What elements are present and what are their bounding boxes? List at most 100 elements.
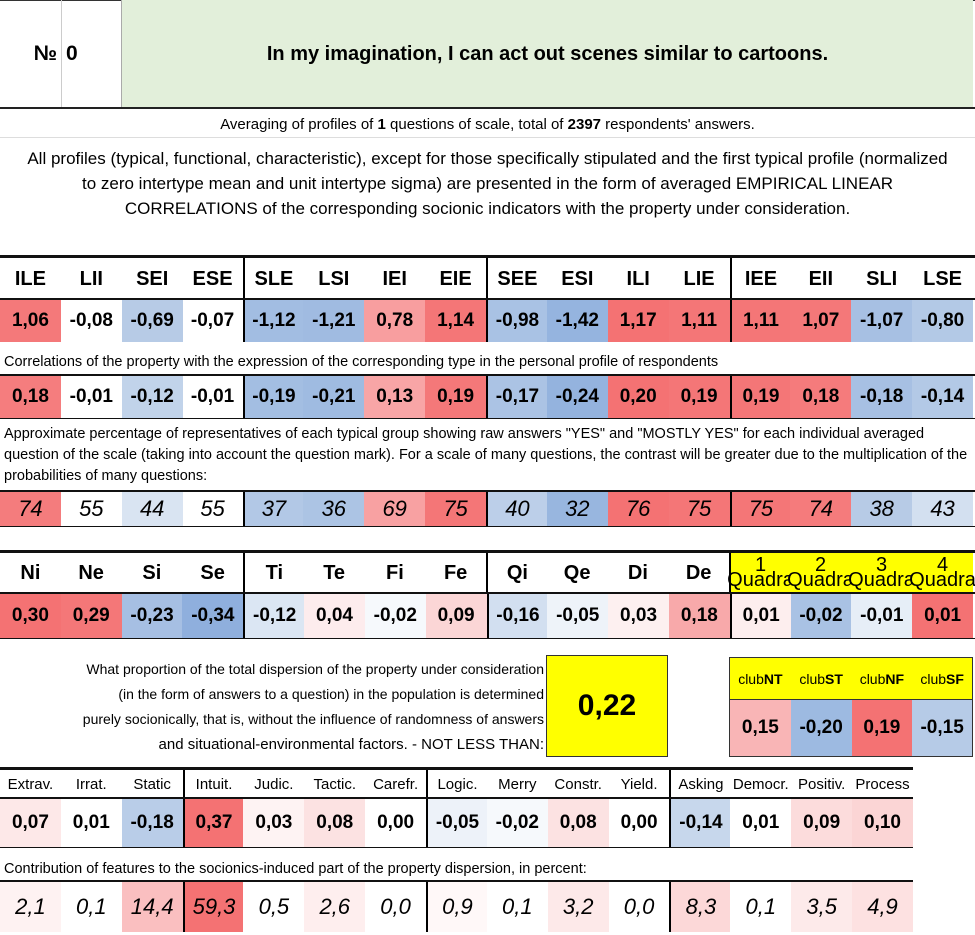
feature-value-11: -0,14	[669, 799, 731, 847]
quadra-number-2: 3	[875, 554, 888, 576]
quadra-label-0: Quadra	[727, 569, 794, 591]
dispersion-text: What proportion of the total dispersion …	[8, 657, 544, 757]
type-correlation-value-8: -0,17	[486, 376, 547, 418]
feature-value-3: 0,37	[182, 799, 244, 847]
contribution-value-14: 4,9	[852, 882, 913, 932]
dispersion-line-0: What proportion of the total dispersion …	[86, 661, 544, 677]
feature-header-10: Yield.	[620, 775, 658, 793]
contribution-value-1: 0,1	[60, 882, 122, 932]
function-value-0: 0,30	[0, 594, 61, 638]
contribution-value-11: 8,3	[669, 882, 731, 932]
function-value-9: -0,05	[547, 594, 609, 638]
type-header-7: EIE	[439, 267, 472, 290]
dispersion-line-2: purely socionically, that is, without th…	[82, 711, 544, 727]
function-header-0: Ni	[20, 561, 41, 584]
contribution-value-row: 2,1 0,1 14,4 59,3 0,5 2,6 0,0 0,9 0,1 3,2 0,0 8,3 0,…	[0, 882, 913, 932]
averaging-respondents: 2397	[567, 116, 602, 133]
dispersion-value: 0,22	[546, 655, 668, 757]
averaging-suffix: respondents' answers.	[601, 116, 755, 133]
type-percentage-value-13: 74	[790, 492, 852, 526]
type-profile-value-4: -1,12	[242, 300, 304, 342]
club-code-3: SF	[946, 670, 964, 687]
type-header-13: EII	[808, 267, 834, 290]
feature-header-5: Tactic.	[313, 775, 356, 793]
function-header-4: Ti	[243, 553, 304, 593]
features-header-divider	[0, 797, 913, 799]
type-header-5: LSI	[318, 267, 350, 290]
quadra-value-2: -0,01	[851, 594, 913, 638]
type-percentage-value-4: 37	[242, 492, 304, 526]
function-value-11: 0,18	[668, 594, 730, 638]
function-header-9: Qe	[563, 561, 591, 584]
quadra-label-1: Quadra	[787, 569, 854, 591]
type-header-11: LIE	[683, 267, 715, 290]
averaging-prefix: Averaging of profiles of	[220, 116, 378, 133]
contribution-value-13: 3,5	[791, 882, 853, 932]
function-header-11: De	[685, 561, 712, 584]
functions-header-divider	[0, 592, 975, 594]
feature-header-1: Irrat.	[75, 775, 107, 793]
feature-header-6: Carefr.	[373, 775, 419, 793]
quadra-value-0: 0,01	[729, 594, 791, 638]
function-value-6: -0,02	[364, 594, 426, 638]
feature-value-1: 0,01	[60, 799, 122, 847]
club-code-1: ST	[825, 670, 843, 687]
type-header-15: LSE	[923, 267, 963, 290]
quadra-number-3: 4	[936, 554, 949, 576]
quadra-number-1: 2	[814, 554, 827, 576]
features-header-row: Extrav. Irrat. Static Intuit. Judic. Tactic. C…	[0, 770, 913, 798]
feature-header-13: Positiv.	[798, 775, 846, 793]
type-header-10: ILI	[626, 267, 650, 290]
type-profile-value-8: -0,98	[486, 300, 547, 342]
header-divider	[0, 107, 975, 109]
functions-bottom-border	[0, 638, 975, 639]
types-percentage-row: 74 55 44 55 37 36 69 75 40 32 76 75 75 74 38 43	[0, 492, 973, 526]
feature-header-12: Democr.	[732, 775, 789, 793]
type-correlation-value-1: -0,01	[60, 376, 122, 418]
feature-value-10: 0,00	[608, 799, 670, 847]
feature-header-2: Static	[133, 775, 171, 793]
dispersion-line-3: and situational-environmental factors. -…	[158, 736, 544, 753]
function-value-2: -0,23	[121, 594, 183, 638]
feature-value-9: 0,08	[547, 799, 609, 847]
question-number: 0	[62, 0, 122, 108]
type-percentage-value-7: 75	[425, 492, 486, 526]
feature-header-14: Process	[855, 775, 910, 793]
quadra-header-2: 3 Quadra	[848, 553, 915, 593]
club-code-0: NT	[763, 670, 783, 687]
function-header-8: Qi	[486, 553, 547, 593]
correlation-note: Correlations of the property with the ex…	[4, 354, 719, 370]
dispersion-line-1: (in the form of answers to a question) i…	[118, 686, 544, 702]
feature-value-6: 0,00	[365, 799, 427, 847]
club-code-2: NF	[885, 670, 905, 687]
contribution-value-0: 2,1	[0, 882, 61, 932]
type-profile-value-2: -0,69	[121, 300, 183, 342]
type-header-6: IEI	[382, 267, 407, 290]
type-correlation-value-9: -0,24	[546, 376, 608, 418]
type-correlation-value-12: 0,19	[729, 376, 791, 418]
type-header-14: SLI	[866, 267, 898, 290]
type-correlation-value-14: -0,18	[851, 376, 913, 418]
type-profile-value-1: -0,08	[60, 300, 122, 342]
types-profile-row: 1,06 -0,08 -0,69 -0,07 -1,12 -1,21 0,78 1,14 -0,…	[0, 300, 973, 342]
feature-header-9: Constr.	[554, 775, 602, 793]
averaging-divider	[0, 137, 975, 138]
type-percentage-value-12: 75	[729, 492, 791, 526]
type-header-12: IEE	[729, 258, 791, 300]
contribution-note: Contribution of features to the sociоnic…	[4, 861, 587, 877]
feature-header-4: Judic.	[254, 775, 294, 793]
feature-value-12: 0,01	[730, 799, 792, 847]
function-value-5: 0,04	[304, 594, 365, 638]
type-correlation-value-7: 0,19	[425, 376, 486, 418]
type-profile-value-7: 1,14	[425, 300, 486, 342]
contribution-value-9: 3,2	[547, 882, 609, 932]
function-value-10: 0,03	[608, 594, 669, 638]
pct-bottom-border	[0, 526, 975, 527]
function-header-10: Di	[627, 561, 648, 584]
function-header-6: Fi	[385, 561, 404, 584]
function-value-4: -0,12	[243, 594, 305, 638]
feature-header-11: Asking	[669, 770, 730, 798]
types-correlation-row: 0,18 -0,01 -0,12 -0,01 -0,19 -0,21 0,13 0,19 -0,…	[0, 376, 973, 418]
pct-top-border	[0, 490, 975, 492]
corr-bottom-border	[0, 418, 975, 419]
